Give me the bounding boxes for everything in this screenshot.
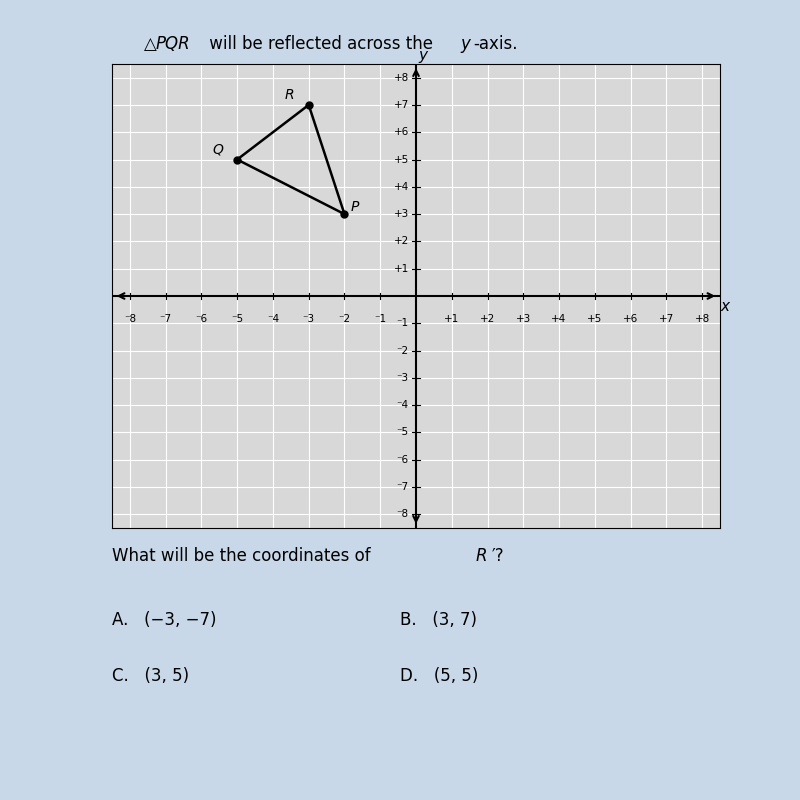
Text: ⁻1: ⁻1 — [397, 318, 409, 328]
Text: +4: +4 — [551, 314, 566, 324]
Text: ⁻3: ⁻3 — [302, 314, 314, 324]
Text: D.   (5, 5): D. (5, 5) — [400, 667, 478, 685]
Text: +7: +7 — [394, 100, 409, 110]
Text: A.   (−3, −7): A. (−3, −7) — [112, 611, 217, 629]
Text: +2: +2 — [394, 237, 409, 246]
Text: ⁻3: ⁻3 — [397, 373, 409, 383]
Text: ⁻6: ⁻6 — [195, 314, 207, 324]
Text: +8: +8 — [394, 73, 409, 82]
Text: ⁻7: ⁻7 — [397, 482, 409, 492]
Text: +2: +2 — [480, 314, 495, 324]
Text: +5: +5 — [394, 154, 409, 165]
Text: +4: +4 — [394, 182, 409, 192]
Text: ⁻6: ⁻6 — [397, 454, 409, 465]
Text: +7: +7 — [658, 314, 674, 324]
Text: B.   (3, 7): B. (3, 7) — [400, 611, 477, 629]
Text: ⁻2: ⁻2 — [338, 314, 350, 324]
Text: ⁻7: ⁻7 — [159, 314, 172, 324]
Text: will be reflected across the: will be reflected across the — [204, 35, 438, 53]
Text: +3: +3 — [394, 209, 409, 219]
Text: ⁻8: ⁻8 — [124, 314, 136, 324]
Text: +3: +3 — [516, 314, 531, 324]
Text: ⁻5: ⁻5 — [231, 314, 243, 324]
Text: PQR: PQR — [156, 35, 190, 53]
Text: ⁻2: ⁻2 — [397, 346, 409, 355]
Text: ⁻4: ⁻4 — [267, 314, 279, 324]
Text: Q: Q — [212, 142, 223, 157]
Text: ⁻8: ⁻8 — [397, 510, 409, 519]
Text: +6: +6 — [394, 127, 409, 138]
Text: P: P — [351, 200, 359, 214]
Text: y: y — [460, 35, 470, 53]
Text: What will be the coordinates of: What will be the coordinates of — [112, 547, 376, 565]
Text: y: y — [418, 49, 427, 63]
Text: +5: +5 — [587, 314, 602, 324]
Text: ⁻4: ⁻4 — [397, 400, 409, 410]
Text: △: △ — [144, 35, 157, 53]
Text: +8: +8 — [694, 314, 710, 324]
Text: +1: +1 — [394, 264, 409, 274]
Text: -axis.: -axis. — [474, 35, 518, 53]
Text: R: R — [476, 547, 487, 565]
Text: R: R — [284, 88, 294, 102]
Text: ⁻1: ⁻1 — [374, 314, 386, 324]
Text: +6: +6 — [623, 314, 638, 324]
Text: C.   (3, 5): C. (3, 5) — [112, 667, 189, 685]
Text: +1: +1 — [444, 314, 459, 324]
Text: x: x — [721, 299, 730, 314]
Text: ′?: ′? — [491, 547, 504, 565]
Text: ⁻5: ⁻5 — [397, 427, 409, 438]
